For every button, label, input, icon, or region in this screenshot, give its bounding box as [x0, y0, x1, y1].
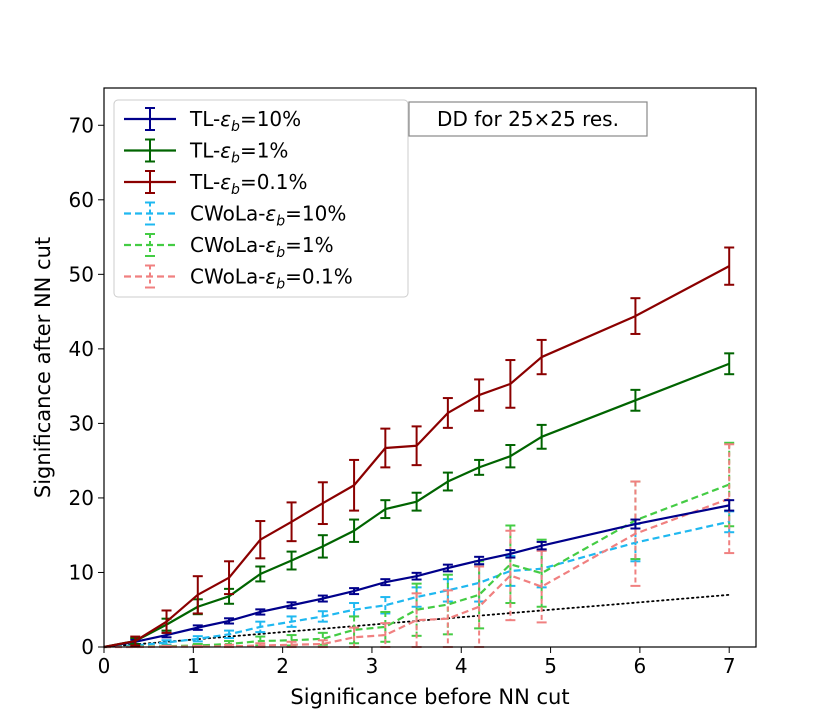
- legend-subscript: b: [276, 277, 285, 293]
- x-tick-label: 4: [455, 654, 468, 678]
- series-line: [103, 362, 730, 649]
- series-line: [103, 265, 730, 649]
- y-tick-label: 10: [69, 560, 94, 584]
- legend-label-suffix: =0.1%: [285, 265, 353, 289]
- legend-label-suffix: =1%: [240, 139, 289, 163]
- legend-label-suffix: =1%: [285, 233, 334, 257]
- series-6: [104, 443, 735, 649]
- y-tick-label: 30: [69, 411, 94, 435]
- legend-subscript: b: [231, 119, 240, 135]
- legend-box: [113, 99, 409, 298]
- x-tick-label: 5: [544, 654, 557, 678]
- legend-label-prefix: TL-: [189, 170, 220, 194]
- annotation-text: DD for 25×25 res.: [437, 107, 619, 131]
- legend-epsilon: ε: [220, 107, 231, 131]
- x-tick-label: 2: [276, 654, 289, 678]
- series-line: [103, 504, 730, 649]
- x-tick-label: 0: [98, 654, 111, 678]
- legend-label-suffix: =0.1%: [240, 170, 308, 194]
- legend-label: CWoLa-εb=0.1%: [190, 265, 353, 293]
- legend-epsilon: ε: [265, 265, 276, 289]
- y-tick-label: 0: [81, 635, 94, 659]
- series-3: [103, 246, 735, 649]
- y-tick-label: 50: [69, 262, 94, 286]
- legend-label: CWoLa-εb=1%: [190, 233, 334, 261]
- legend-label: CWoLa-εb=10%: [190, 202, 346, 230]
- y-tick-label: 70: [69, 113, 94, 137]
- x-tick-label: 6: [634, 654, 647, 678]
- legend-label: TL-εb=0.1%: [189, 170, 308, 198]
- legend-subscript: b: [276, 245, 285, 261]
- annotation-box: DD for 25×25 res.: [408, 101, 648, 137]
- legend-label-prefix: CWoLa-: [190, 233, 265, 257]
- legend-entry: CWoLa-εb=0.1%: [124, 264, 353, 293]
- legend-entry: CWoLa-εb=10%: [124, 201, 346, 230]
- series-line: [103, 520, 730, 649]
- x-tick-label: 3: [366, 654, 379, 678]
- series-1: [103, 499, 735, 649]
- plot-frame: [103, 87, 757, 648]
- legend-epsilon: ε: [265, 202, 276, 226]
- legend-epsilon: ε: [220, 170, 231, 194]
- y-axis-label: Significance after NN cut: [31, 237, 55, 498]
- legend-label-prefix: CWoLa-: [190, 202, 265, 226]
- legend: TL-εb=10%TL-εb=1%TL-εb=0.1%CWoLa-εb=10%C…: [113, 99, 409, 298]
- y-tick-label: 40: [69, 337, 94, 361]
- y-tick-label: 20: [69, 486, 94, 510]
- legend-label-suffix: =10%: [285, 202, 346, 226]
- legend-subscript: b: [231, 151, 240, 167]
- legend-subscript: b: [276, 214, 285, 230]
- legend-entry: TL-εb=0.1%: [124, 170, 308, 198]
- legend-label: TL-εb=1%: [189, 139, 288, 167]
- x-tick-label: 7: [723, 654, 736, 678]
- series-5: [103, 441, 735, 649]
- legend-label-prefix: CWoLa-: [190, 265, 265, 289]
- y-tick-label: 60: [69, 188, 94, 212]
- legend-subscript: b: [231, 182, 240, 198]
- legend-entry: TL-εb=10%: [124, 107, 301, 135]
- legend-epsilon: ε: [220, 139, 231, 163]
- legend-entry: TL-εb=1%: [124, 138, 288, 167]
- legend-label-prefix: TL-: [189, 107, 220, 131]
- x-axis-label: Significance before NN cut: [290, 685, 569, 709]
- x-tick-label: 1: [187, 654, 200, 678]
- legend-label-suffix: =10%: [240, 107, 301, 131]
- legend-label-prefix: TL-: [189, 139, 220, 163]
- series-2: [103, 352, 735, 649]
- legend-label: TL-εb=10%: [189, 107, 301, 135]
- legend-entry: CWoLa-εb=1%: [124, 233, 334, 261]
- legend-epsilon: ε: [265, 233, 276, 257]
